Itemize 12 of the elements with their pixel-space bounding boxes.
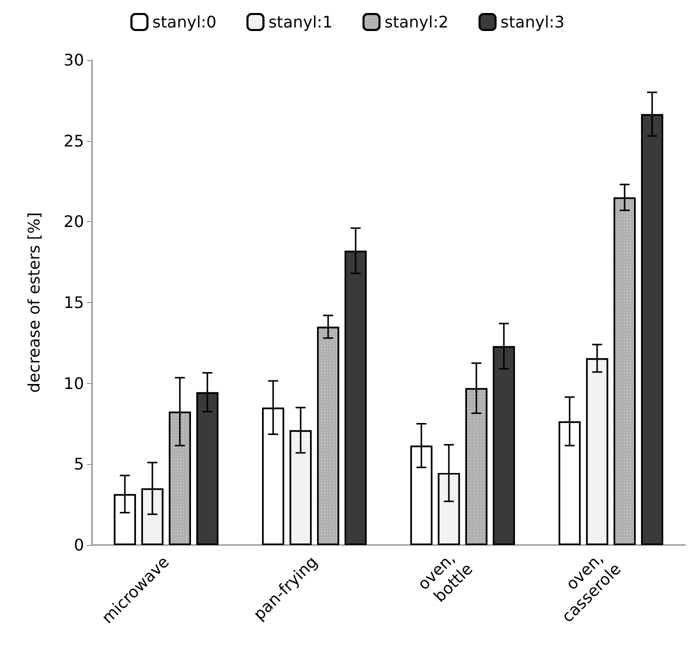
legend-label: stanyl:0 xyxy=(152,12,216,32)
y-tick-label: 5 xyxy=(74,454,84,474)
y-tick-label: 0 xyxy=(74,536,84,554)
y-axis-title: decrease of esters [%] xyxy=(24,212,44,393)
y-tick-label: 20 xyxy=(64,212,84,232)
legend-label: stanyl:3 xyxy=(500,12,565,32)
y-tick-label: 25 xyxy=(64,131,84,150)
legend-label: stanyl:2 xyxy=(384,12,449,32)
y-tick-label: 15 xyxy=(64,293,84,312)
legend-label: stanyl:1 xyxy=(268,12,333,32)
y-tick-label: 10 xyxy=(64,374,84,393)
y-tick-label: 30 xyxy=(64,50,84,70)
